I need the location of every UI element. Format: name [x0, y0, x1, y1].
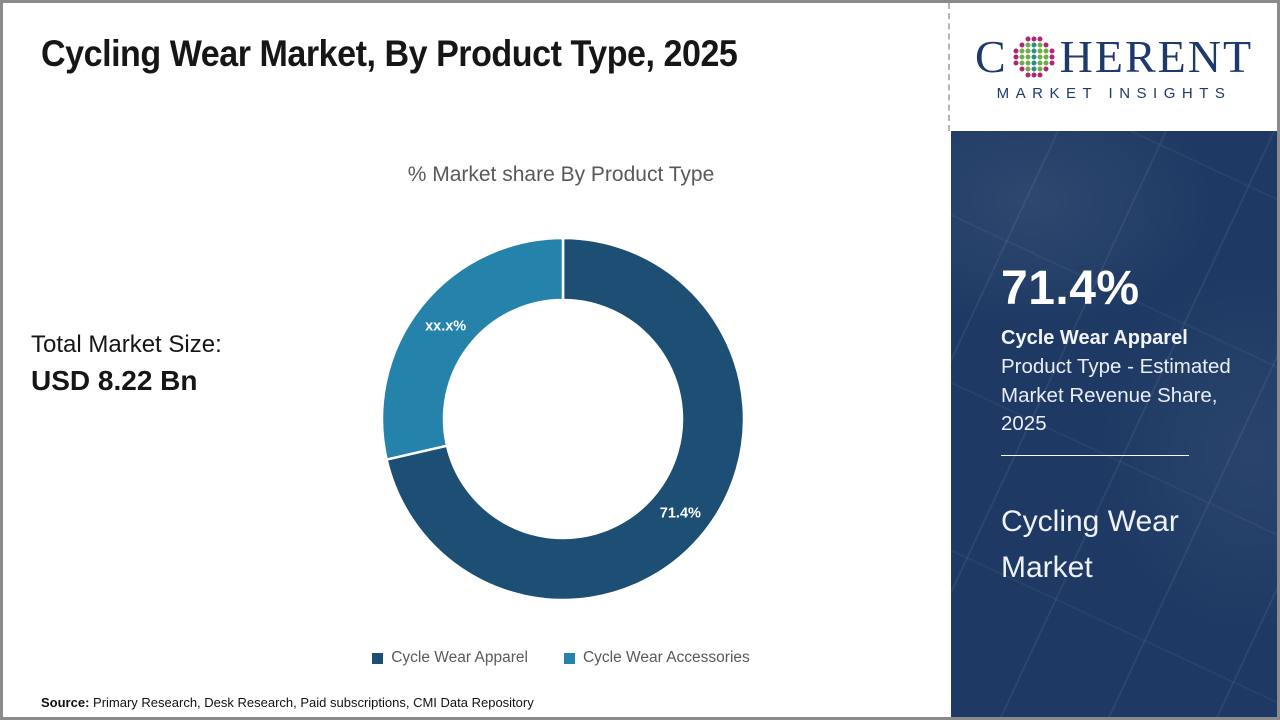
globe-dot [1019, 42, 1025, 47]
donut-segment-cycle-wear-apparel [385, 236, 746, 602]
globe-dot [1049, 60, 1055, 65]
sidebar-market-name: Cycling Wear Market [1001, 505, 1179, 584]
legend-label: Cycle Wear Apparel [391, 649, 528, 666]
globe-dot [1031, 60, 1037, 65]
globe-dot [1031, 36, 1037, 41]
globe-dot [1037, 72, 1043, 77]
dotted-globe-icon [1013, 36, 1055, 77]
highlight-sidebar: 71.4% Cycle Wear Apparel Product Type - … [951, 131, 1277, 717]
legend-item-cycle-wear-accessories: Cycle Wear Accessories [563, 649, 750, 667]
source-text: Primary Research, Desk Research, Paid su… [89, 695, 534, 710]
globe-dot [1037, 66, 1043, 71]
page-title: Cycling Wear Market, By Product Type, 20… [41, 33, 738, 74]
globe-dot [1013, 54, 1019, 59]
sidebar-stat-value: 71.4% [1001, 262, 1140, 315]
legend-item-cycle-wear-apparel: Cycle Wear Apparel [372, 649, 528, 667]
globe-dot [1013, 48, 1019, 53]
brand-logo: C HERENT MARKET INSIGHTS [951, 3, 1277, 131]
total-market-size-block: Total Market Size: USD 8.22 Bn [31, 331, 222, 397]
brand-logo-wordmark: C HERENT [975, 33, 1253, 81]
total-market-size-value: USD 8.22 Bn [31, 365, 198, 396]
globe-dot [1025, 42, 1031, 47]
globe-dot [1019, 54, 1025, 59]
globe-dot [1049, 48, 1055, 53]
globe-dot [1025, 60, 1031, 65]
chart-legend: Cycle Wear Apparel Cycle Wear Accessories [161, 649, 961, 667]
brand-logo-subtitle: MARKET INSIGHTS [996, 84, 1232, 102]
globe-dot [1037, 48, 1043, 53]
globe-dot [1025, 54, 1031, 59]
globe-dot [1037, 36, 1043, 41]
globe-dot [1025, 48, 1031, 53]
globe-dot [1037, 60, 1043, 65]
sidebar-divider-line [1001, 455, 1189, 456]
globe-dot [1013, 60, 1019, 65]
globe-dot [1043, 66, 1049, 71]
sidebar-stat-description: Product Type - Estimated Market Revenue … [1001, 355, 1231, 435]
legend-swatch [372, 652, 384, 664]
globe-dot [1037, 54, 1043, 59]
total-market-size-label: Total Market Size: [31, 331, 222, 358]
globe-dot [1049, 54, 1055, 59]
globe-dot [1019, 66, 1025, 71]
brand-letter-c: C [974, 30, 1008, 82]
brand-letters-herent: HERENT [1059, 30, 1254, 82]
donut-segment-label: 71.4% [660, 505, 701, 521]
globe-dot [1031, 72, 1037, 77]
source-label: Source: [41, 695, 90, 710]
globe-dot [1043, 54, 1049, 59]
globe-dot [1025, 72, 1031, 77]
source-note: Source: Primary Research, Desk Research,… [41, 695, 534, 710]
legend-label: Cycle Wear Accessories [582, 649, 750, 666]
legend-swatch [563, 652, 575, 664]
globe-dot [1031, 54, 1037, 59]
chart-title: % Market share By Product Type [407, 163, 715, 186]
donut-chart: 71.4% xx.x% [380, 236, 746, 602]
globe-dot [1043, 60, 1049, 65]
globe-dot [1031, 66, 1037, 71]
donut-segment-cycle-wear-accessories [380, 236, 565, 461]
sidebar-stat-title: Cycle Wear Apparel [1001, 327, 1188, 349]
globe-dot [1019, 60, 1025, 65]
globe-dot [1031, 48, 1037, 53]
globe-dot [1031, 42, 1037, 47]
globe-dot [1037, 42, 1043, 47]
globe-dot [1043, 48, 1049, 53]
globe-dot [1043, 42, 1049, 47]
globe-dot [1019, 48, 1025, 53]
donut-segment-label: xx.x% [425, 319, 466, 335]
globe-dot [1025, 66, 1031, 71]
header-dashed-divider [948, 3, 950, 131]
globe-dot [1025, 36, 1031, 41]
